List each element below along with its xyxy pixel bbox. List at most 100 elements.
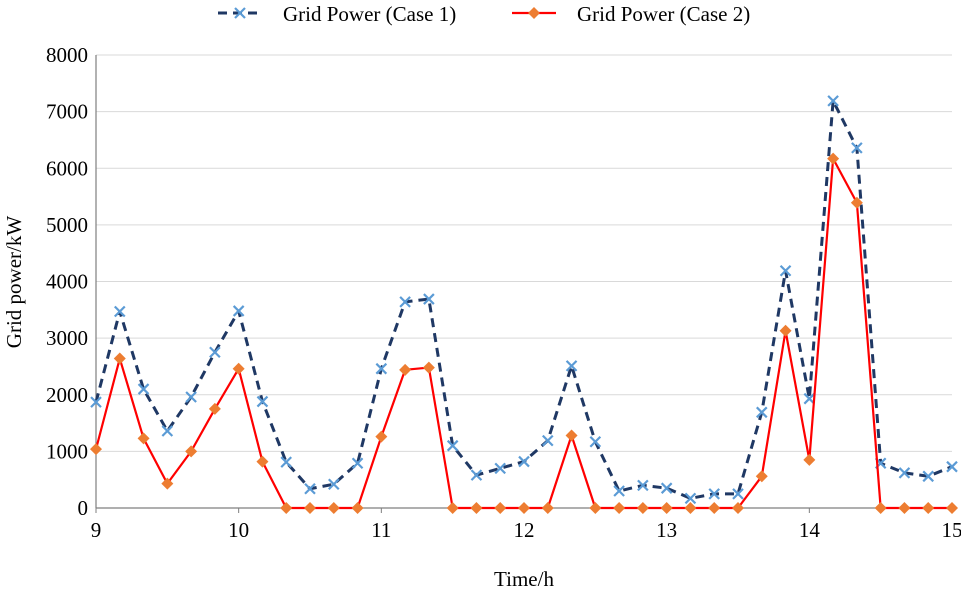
data-point-case1 bbox=[589, 435, 602, 448]
data-point-case2 bbox=[827, 152, 840, 165]
data-point-case1 bbox=[898, 467, 911, 479]
y-axis-label: Grid power/kW bbox=[2, 216, 26, 349]
y-tick-label: 6000 bbox=[46, 156, 88, 180]
data-point-case2 bbox=[494, 502, 507, 514]
marker-stroke bbox=[232, 305, 245, 317]
marker-stroke bbox=[851, 142, 863, 154]
data-point-case2 bbox=[446, 502, 459, 514]
data-point-case1 bbox=[613, 485, 625, 497]
data-point-case1 bbox=[446, 439, 459, 452]
data-point-case2 bbox=[161, 477, 174, 490]
data-point-case1 bbox=[209, 346, 221, 359]
y-tick-label: 2000 bbox=[46, 383, 88, 407]
marker-stroke bbox=[446, 439, 459, 452]
y-tick-label: 0 bbox=[78, 496, 89, 520]
data-point-case1 bbox=[684, 492, 697, 505]
marker-stroke bbox=[660, 482, 673, 494]
marker-stroke bbox=[898, 467, 911, 479]
y-tick-label: 3000 bbox=[46, 326, 88, 350]
data-point-case1 bbox=[114, 305, 126, 318]
data-point-case1 bbox=[542, 434, 554, 447]
data-point-case2 bbox=[518, 502, 530, 514]
data-point-case1 bbox=[304, 482, 316, 495]
marker-stroke bbox=[114, 305, 126, 318]
data-point-case1 bbox=[328, 478, 340, 490]
data-point-case2 bbox=[280, 502, 293, 514]
marker-stroke bbox=[779, 264, 792, 277]
data-point-case2 bbox=[351, 502, 364, 514]
series-layer bbox=[90, 95, 958, 514]
data-point-case1 bbox=[732, 488, 744, 500]
data-point-case1 bbox=[256, 395, 269, 408]
data-point-case2 bbox=[541, 502, 554, 514]
legend-label: Grid Power (Case 1) bbox=[283, 2, 456, 26]
y-tick-label: 7000 bbox=[46, 100, 88, 124]
data-point-case2 bbox=[422, 361, 435, 374]
y-tick-label: 4000 bbox=[46, 270, 88, 294]
data-point-case2 bbox=[232, 362, 245, 375]
marker-stroke bbox=[161, 425, 174, 437]
data-point-case2 bbox=[565, 429, 578, 442]
data-point-case2 bbox=[850, 196, 863, 209]
data-point-case2 bbox=[137, 432, 150, 445]
x-tick-label: 11 bbox=[371, 518, 391, 542]
marker-stroke bbox=[90, 396, 102, 408]
data-point-case2 bbox=[708, 502, 721, 514]
marker-stroke bbox=[589, 435, 602, 448]
data-point-case2 bbox=[327, 502, 340, 514]
data-point-case1 bbox=[779, 264, 792, 277]
marker-stroke bbox=[470, 469, 483, 481]
data-point-case2 bbox=[528, 7, 540, 19]
data-point-case1 bbox=[137, 383, 150, 395]
marker-stroke bbox=[827, 95, 839, 107]
data-point-case2 bbox=[803, 453, 816, 466]
marker-stroke bbox=[565, 360, 578, 372]
marker-stroke bbox=[613, 485, 625, 497]
marker-stroke bbox=[518, 455, 530, 468]
x-tick-labels: 9 10 11 12 13 14 15 bbox=[91, 508, 961, 542]
data-point-case2 bbox=[898, 502, 911, 514]
gridlines bbox=[96, 54, 952, 452]
data-point-case2 bbox=[304, 502, 316, 514]
data-point-case2 bbox=[589, 502, 602, 514]
legend: Grid Power (Case 1) Grid Power (Case 2) bbox=[218, 2, 750, 26]
data-point-case1 bbox=[708, 488, 720, 500]
marker-stroke bbox=[542, 434, 554, 447]
x-tick-label: 10 bbox=[228, 518, 249, 542]
data-point-case2 bbox=[185, 445, 198, 458]
series-1 bbox=[90, 95, 958, 505]
marker-stroke bbox=[234, 7, 246, 19]
data-point-case1 bbox=[851, 142, 863, 154]
data-point-case2 bbox=[922, 502, 935, 514]
marker-stroke bbox=[946, 460, 958, 473]
marker-stroke bbox=[209, 346, 221, 359]
marker-stroke bbox=[637, 479, 649, 492]
marker-stroke bbox=[375, 362, 388, 375]
data-point-case2 bbox=[755, 470, 768, 483]
marker-stroke bbox=[803, 392, 816, 405]
data-point-case2 bbox=[113, 352, 126, 365]
data-point-case1 bbox=[90, 396, 102, 408]
data-point-case1 bbox=[185, 391, 197, 403]
data-point-case2 bbox=[684, 502, 697, 514]
data-point-case1 bbox=[803, 392, 816, 405]
marker-stroke bbox=[328, 478, 340, 490]
data-point-case2 bbox=[375, 430, 388, 443]
marker-stroke bbox=[137, 383, 150, 395]
data-point-case2 bbox=[256, 455, 269, 468]
data-point-case1 bbox=[756, 406, 768, 419]
data-point-case1 bbox=[399, 296, 411, 308]
x-tick-label: 14 bbox=[799, 518, 821, 542]
data-point-case2 bbox=[208, 402, 221, 415]
data-point-case1 bbox=[518, 455, 530, 468]
marker-stroke bbox=[732, 488, 744, 500]
data-point-case1 bbox=[351, 457, 364, 470]
x-tick-label: 15 bbox=[942, 518, 961, 542]
data-point-case2 bbox=[779, 324, 792, 337]
y-tick-labels: 0 1000 2000 3000 4000 5000 6000 7000 8000 bbox=[46, 43, 88, 520]
data-point-case1 bbox=[946, 460, 958, 473]
marker-stroke bbox=[185, 391, 197, 403]
legend-label: Grid Power (Case 2) bbox=[577, 2, 750, 26]
series-2 bbox=[90, 152, 958, 514]
